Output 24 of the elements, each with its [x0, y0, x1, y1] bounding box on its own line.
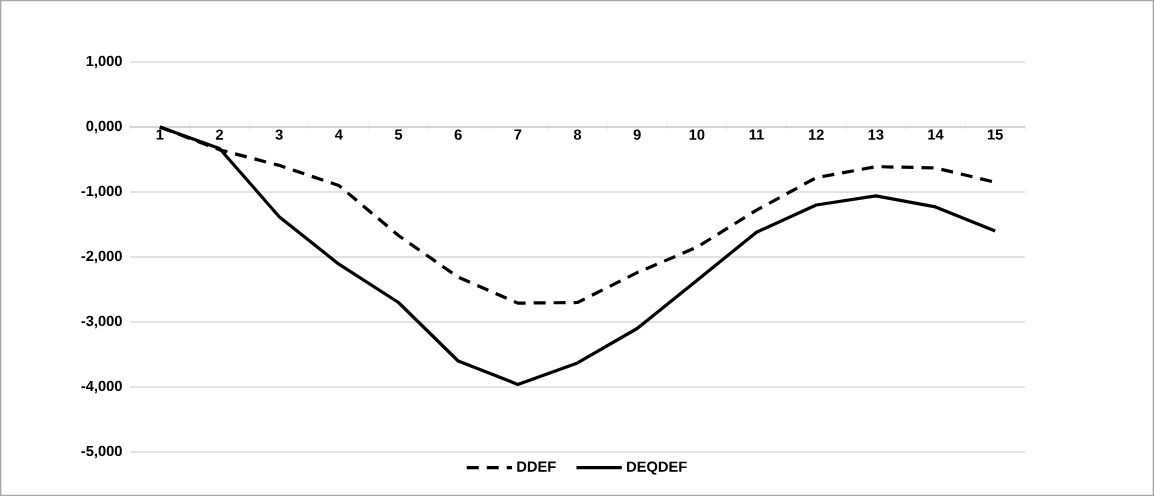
legend-label: DDEF — [517, 461, 556, 472]
y-tick-label: -4,000 — [81, 380, 122, 394]
x-tick-label: 2 — [215, 129, 223, 140]
y-tick-label: 1,000 — [86, 55, 122, 69]
x-tick-label: 13 — [868, 129, 884, 140]
x-tick-label: 4 — [334, 129, 343, 140]
legend-label: DEQDEF — [627, 461, 687, 475]
x-tick-label: 7 — [514, 129, 522, 140]
y-tick-label: -5,000 — [81, 445, 122, 459]
x-tick-label: 9 — [633, 129, 641, 140]
y-tick-label: -1,000 — [81, 185, 122, 199]
x-tick-label: 11 — [749, 129, 764, 140]
x-tick-label: 6 — [454, 129, 462, 140]
x-tick-label: 8 — [573, 129, 582, 140]
x-tick-label: 15 — [987, 129, 1003, 140]
y-tick-label: -2,000 — [81, 250, 122, 264]
x-tick-label: 1 — [156, 129, 164, 140]
y-tick-label: 0,000 — [86, 120, 122, 134]
x-tick-label: 14 — [928, 129, 944, 140]
x-tick-label: 3 — [275, 129, 283, 140]
x-tick-label: 5 — [394, 129, 403, 140]
x-tick-label: 10 — [689, 129, 705, 140]
y-tick-label: -3,000 — [81, 315, 122, 329]
x-tick-label: 12 — [808, 129, 824, 140]
